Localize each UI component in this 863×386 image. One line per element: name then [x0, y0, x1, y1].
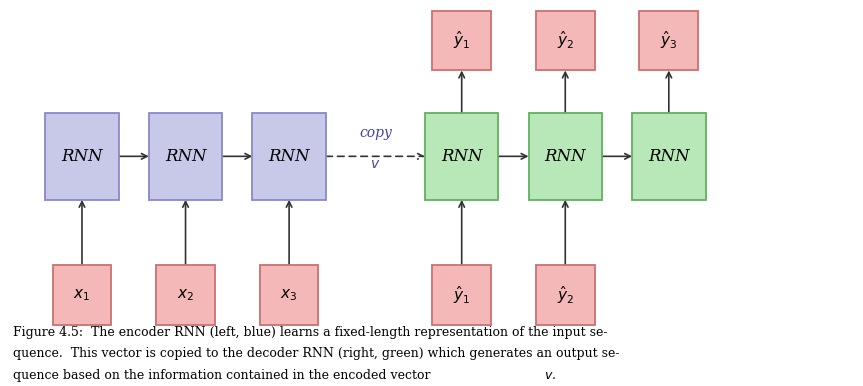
FancyBboxPatch shape	[536, 10, 595, 70]
Text: quence.  This vector is copied to the decoder RNN (right, green) which generates: quence. This vector is copied to the dec…	[13, 347, 620, 361]
Text: $\hat{y}_1$: $\hat{y}_1$	[453, 30, 470, 51]
Text: $\hat{y}_2$: $\hat{y}_2$	[557, 30, 574, 51]
FancyBboxPatch shape	[425, 113, 498, 200]
Text: $\hat{y}_2$: $\hat{y}_2$	[557, 284, 574, 306]
Text: Figure 4.5:  The encoder RNN (left, blue) learns a fixed-length representation o: Figure 4.5: The encoder RNN (left, blue)…	[13, 326, 608, 339]
FancyBboxPatch shape	[156, 266, 215, 325]
FancyBboxPatch shape	[528, 113, 602, 200]
Text: $\hat{y}_1$: $\hat{y}_1$	[453, 284, 470, 306]
FancyBboxPatch shape	[260, 266, 318, 325]
FancyBboxPatch shape	[253, 113, 326, 200]
FancyBboxPatch shape	[53, 266, 111, 325]
Text: $x_3$: $x_3$	[280, 288, 298, 303]
Text: $x_2$: $x_2$	[177, 288, 194, 303]
Text: RNN: RNN	[441, 148, 482, 165]
Text: $v$: $v$	[370, 157, 381, 171]
FancyBboxPatch shape	[148, 113, 222, 200]
FancyBboxPatch shape	[632, 113, 705, 200]
Text: RNN: RNN	[165, 148, 206, 165]
FancyBboxPatch shape	[432, 266, 491, 325]
FancyBboxPatch shape	[45, 113, 119, 200]
Text: RNN: RNN	[648, 148, 690, 165]
Text: $x_1$: $x_1$	[73, 288, 91, 303]
FancyBboxPatch shape	[432, 10, 491, 70]
FancyBboxPatch shape	[639, 10, 698, 70]
Text: $\hat{y}_3$: $\hat{y}_3$	[660, 30, 677, 51]
Text: RNN: RNN	[268, 148, 310, 165]
FancyBboxPatch shape	[536, 266, 595, 325]
Text: $v$.: $v$.	[544, 369, 556, 382]
Text: RNN: RNN	[545, 148, 586, 165]
Text: quence based on the information contained in the encoded vector: quence based on the information containe…	[13, 369, 434, 382]
Text: copy: copy	[359, 126, 392, 140]
Text: RNN: RNN	[61, 148, 103, 165]
